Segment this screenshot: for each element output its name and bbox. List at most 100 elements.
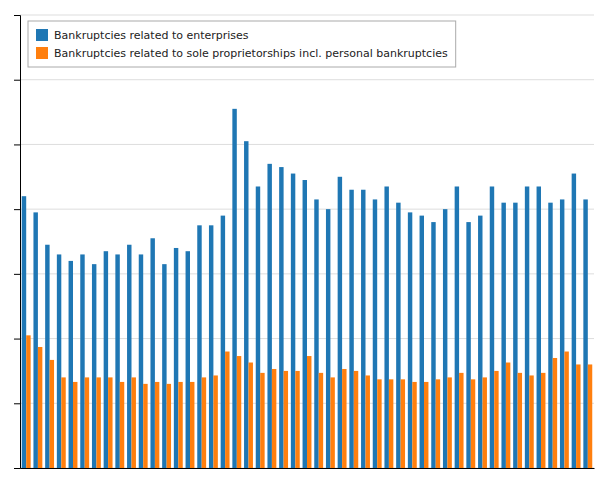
bar xyxy=(541,373,545,468)
legend-box xyxy=(28,21,456,67)
y-tick xyxy=(14,339,20,340)
bar xyxy=(108,377,112,468)
bar xyxy=(431,222,435,468)
bar xyxy=(564,352,568,468)
bar xyxy=(548,203,552,468)
y-tick-mark xyxy=(14,468,20,469)
bar-series xyxy=(22,109,588,468)
bar xyxy=(162,264,166,468)
bar xyxy=(314,199,318,468)
y-tick-mark xyxy=(14,15,20,16)
bar xyxy=(553,358,557,468)
bar xyxy=(412,382,416,468)
bar xyxy=(349,190,353,468)
bar xyxy=(373,199,377,468)
bar xyxy=(354,371,358,468)
bar xyxy=(576,364,580,468)
y-tick-mark xyxy=(14,209,20,210)
bar xyxy=(38,347,42,468)
bar xyxy=(186,251,190,468)
bar xyxy=(26,335,30,468)
bar xyxy=(537,186,541,468)
bar xyxy=(143,384,147,468)
plot: Bankruptcies related to enterprises Bankr… xyxy=(14,15,595,469)
grid-line xyxy=(20,79,594,80)
legend-label: Bankruptcies related to enterprises xyxy=(54,29,249,42)
bar xyxy=(420,216,424,468)
bar xyxy=(279,167,283,468)
bar xyxy=(466,222,470,468)
bar xyxy=(69,261,73,468)
bar xyxy=(291,174,295,468)
legend-item: Bankruptcies related to enterprises xyxy=(36,29,249,42)
bar xyxy=(150,238,154,468)
bar xyxy=(284,371,288,468)
bar xyxy=(267,164,271,468)
bar xyxy=(572,174,576,468)
bar xyxy=(501,203,505,468)
y-tick xyxy=(14,468,20,469)
bar xyxy=(490,186,494,468)
legend-label: Bankruptcies related to sole proprietors… xyxy=(54,47,448,60)
grid-line xyxy=(20,144,594,145)
bar xyxy=(221,216,225,468)
bar xyxy=(295,371,299,468)
bar xyxy=(377,379,381,468)
bar xyxy=(73,382,77,468)
x-axis xyxy=(21,468,595,469)
bar xyxy=(209,225,213,468)
y-tick xyxy=(14,80,20,81)
bar xyxy=(408,212,412,468)
grid xyxy=(20,15,594,468)
bar xyxy=(232,109,236,468)
bar xyxy=(482,377,486,468)
bar xyxy=(260,373,264,468)
bar xyxy=(529,375,533,468)
bar xyxy=(471,379,475,468)
bar xyxy=(478,216,482,468)
bar xyxy=(401,379,405,468)
bar xyxy=(459,373,463,468)
bar xyxy=(272,369,276,468)
bar xyxy=(338,177,342,468)
bar xyxy=(127,245,131,468)
bar xyxy=(237,356,241,468)
bar xyxy=(424,382,428,468)
bar xyxy=(249,363,253,468)
y-tick-mark xyxy=(14,274,20,275)
bar xyxy=(436,379,440,468)
y-axis-line xyxy=(14,16,21,469)
bar xyxy=(190,382,194,468)
bar xyxy=(303,180,307,468)
bar xyxy=(115,254,119,468)
bar xyxy=(513,203,517,468)
chart: Bankruptcies related to enterprises Bankr… xyxy=(0,0,609,488)
bar xyxy=(525,186,529,468)
bar xyxy=(45,245,49,468)
legend-swatch xyxy=(36,29,48,41)
bar xyxy=(319,373,323,468)
bar xyxy=(443,209,447,468)
bar xyxy=(389,379,393,468)
bar xyxy=(330,377,334,468)
bar xyxy=(560,199,564,468)
y-axis xyxy=(14,16,21,469)
bar xyxy=(202,377,206,468)
y-tick xyxy=(14,15,20,16)
y-tick-mark xyxy=(14,80,20,81)
bar xyxy=(494,371,498,468)
x-axis-line xyxy=(21,468,595,469)
bar xyxy=(85,377,89,468)
bar xyxy=(33,212,37,468)
legend-swatch xyxy=(36,47,48,59)
bar xyxy=(104,251,108,468)
bar xyxy=(139,254,143,468)
bar xyxy=(50,360,54,468)
bar xyxy=(518,373,522,468)
bar xyxy=(455,186,459,468)
bar xyxy=(588,364,592,468)
bar xyxy=(307,356,311,468)
bar xyxy=(80,254,84,468)
bar xyxy=(225,352,229,468)
y-tick-mark xyxy=(14,403,20,404)
